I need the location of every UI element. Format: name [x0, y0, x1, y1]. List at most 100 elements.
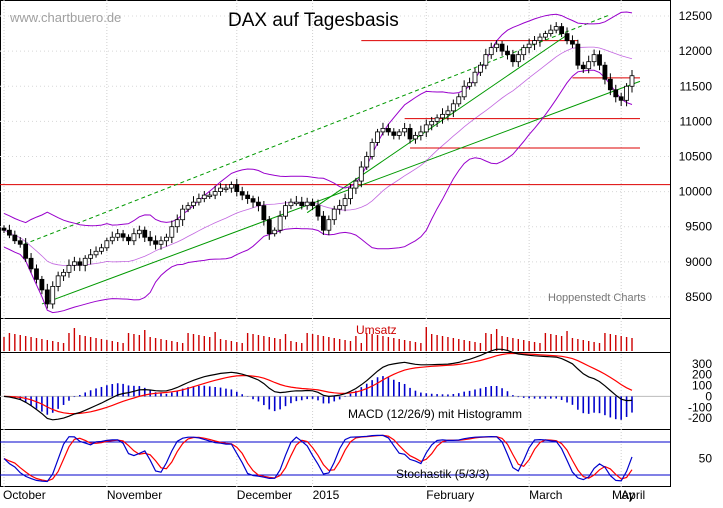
watermark: www.chartbuero.de [9, 10, 121, 25]
price-bar-body [66, 264, 72, 273]
price-bar-body [331, 208, 337, 221]
price-bar-body [12, 234, 18, 242]
price-bar-body [618, 96, 624, 101]
price-bar-body [120, 233, 126, 238]
price-bar-body [326, 219, 332, 231]
price-bar-body [472, 71, 478, 84]
price-bar-body [440, 113, 445, 119]
price-bar-body [23, 243, 29, 259]
price-bar-body [624, 85, 629, 101]
x-tick-label: December [237, 488, 292, 502]
lower-trend-line [41, 80, 641, 305]
stoch-tick-label: 50 [699, 452, 713, 466]
price-bar-body [136, 229, 142, 235]
price-bar-body [559, 26, 565, 34]
price-bar-body [445, 110, 451, 115]
price-bar-body [293, 201, 299, 205]
macd-histogram [8, 376, 633, 420]
price-bar-body [369, 142, 375, 157]
price-bar-body [256, 201, 261, 207]
price-bar-body [82, 257, 88, 266]
price-bar-body [266, 219, 272, 235]
price-bar-body [277, 215, 283, 231]
price-bar-body [261, 205, 267, 221]
price-bar-body [396, 131, 402, 136]
price-bar-body [602, 64, 608, 80]
price-bar-body [461, 85, 467, 98]
price-bar-body [180, 208, 186, 221]
price-bar-body [564, 33, 570, 42]
macd-signal-line [3, 352, 633, 415]
support-lines [0, 40, 670, 186]
price-bar-body [304, 201, 310, 207]
price-bar-body [239, 191, 245, 196]
price-bar-body [310, 201, 315, 207]
price-bar-body [17, 240, 23, 245]
price-bar-body [586, 61, 592, 70]
price-bar-body [402, 127, 408, 133]
price-bar-body [391, 131, 397, 136]
stoch-label: Stochastik (5/3/3) [396, 467, 489, 481]
volume-bars [3, 327, 633, 351]
price-bar-body [272, 229, 278, 235]
price-bar-body [510, 54, 516, 63]
macd-tick-label: 100 [692, 379, 712, 393]
price-bar-body [185, 205, 191, 210]
price-tick-label: 11500 [680, 79, 713, 93]
price-bar-body [591, 54, 597, 63]
price-bar-body [1, 227, 7, 231]
price-bar-body [413, 135, 418, 140]
price-bar-body [450, 103, 456, 112]
stoch-k-line [3, 434, 633, 483]
price-bar-body [71, 261, 77, 266]
price-tick-label: 8500 [685, 290, 712, 304]
x-tick-label: October [3, 488, 46, 502]
price-bar-body [158, 240, 164, 245]
price-bar-body [467, 82, 472, 87]
price-bar-body [364, 156, 370, 168]
price-tick-label: 10000 [679, 185, 713, 199]
macd-tick-label: 0 [705, 389, 712, 403]
price-bar-body [191, 201, 196, 207]
price-bar-body [434, 117, 440, 122]
macd-tick-label: -100 [688, 400, 712, 414]
chart-title: DAX auf Tagesbasis [228, 10, 399, 31]
price-bar-body [147, 236, 153, 242]
price-bar-body [34, 268, 39, 280]
price-bar-body [153, 240, 158, 245]
x-tick-label: February [426, 488, 474, 502]
price-tick-label: 12500 [679, 9, 713, 23]
macd-tick-label: 300 [692, 357, 712, 371]
stoch-axis: 50 [0, 441, 713, 476]
price-bar-body [597, 54, 602, 66]
price-bar-body [483, 54, 489, 66]
price-bar-body [385, 127, 391, 133]
price-bar-body [299, 201, 305, 207]
price-bar-body [580, 64, 586, 70]
price-bar-body [380, 127, 386, 133]
macd-lines [3, 348, 633, 421]
price-bar-body [418, 131, 424, 136]
bollinger-bands [3, 11, 633, 314]
source-label: Hoppenstedt Charts [548, 292, 646, 304]
bollinger-upper [3, 11, 633, 227]
price-bar-body [353, 180, 359, 189]
price-bar-body [613, 89, 619, 98]
price-bar-body [55, 275, 61, 287]
price-bar-body [315, 205, 321, 217]
price-bar-body [109, 236, 115, 242]
price-bar-body [321, 215, 326, 231]
price-bar-body [423, 124, 429, 133]
price-bar-body [223, 187, 229, 190]
price-bar-body [429, 120, 435, 126]
price-bar-body [629, 75, 635, 87]
price-bar-body [93, 250, 99, 256]
stoch-d-line [3, 434, 633, 482]
price-bar-body [250, 198, 256, 203]
price-bar-body [542, 33, 548, 38]
price-bar-body [164, 236, 169, 242]
price-bar-body [570, 40, 575, 45]
price-bars [1, 22, 635, 309]
